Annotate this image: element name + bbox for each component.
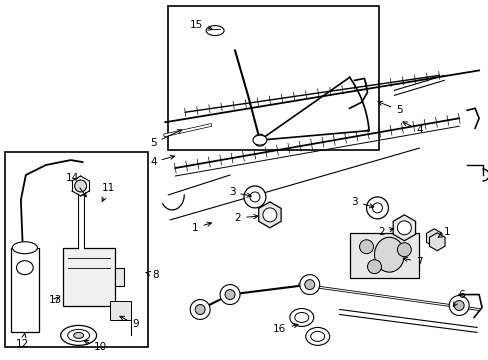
Text: 15: 15 xyxy=(189,19,212,30)
Ellipse shape xyxy=(206,26,224,36)
Ellipse shape xyxy=(374,237,404,272)
Ellipse shape xyxy=(61,325,96,345)
Circle shape xyxy=(224,289,235,300)
Text: 4: 4 xyxy=(402,122,422,135)
Circle shape xyxy=(190,300,210,319)
Circle shape xyxy=(453,301,463,310)
Circle shape xyxy=(366,197,387,219)
Bar xyxy=(109,301,131,320)
Text: 5: 5 xyxy=(377,102,402,115)
Text: 4: 4 xyxy=(150,155,174,167)
Text: 2: 2 xyxy=(377,227,393,237)
Text: 13: 13 xyxy=(49,294,62,305)
Text: 3: 3 xyxy=(228,187,251,197)
Ellipse shape xyxy=(294,312,308,323)
Text: 8: 8 xyxy=(146,270,158,280)
Circle shape xyxy=(304,280,314,289)
Text: 9: 9 xyxy=(120,316,139,329)
Ellipse shape xyxy=(67,329,89,341)
Text: 10: 10 xyxy=(84,341,107,352)
Text: 12: 12 xyxy=(16,333,29,349)
Bar xyxy=(11,248,39,332)
Circle shape xyxy=(397,243,410,257)
Text: 1: 1 xyxy=(437,227,449,237)
Circle shape xyxy=(249,192,260,202)
Text: 5: 5 xyxy=(150,130,182,148)
Ellipse shape xyxy=(310,332,324,341)
Text: 2: 2 xyxy=(234,213,258,223)
Text: 14: 14 xyxy=(66,173,86,197)
Ellipse shape xyxy=(74,332,83,338)
Bar xyxy=(349,233,419,278)
Circle shape xyxy=(244,186,265,208)
Ellipse shape xyxy=(12,242,37,254)
Bar xyxy=(114,268,124,285)
Circle shape xyxy=(397,221,410,235)
Circle shape xyxy=(220,285,240,305)
Circle shape xyxy=(253,134,265,146)
Ellipse shape xyxy=(252,135,266,145)
Text: 16: 16 xyxy=(273,324,298,334)
Bar xyxy=(5,152,148,347)
Circle shape xyxy=(195,305,205,315)
Text: 1: 1 xyxy=(191,222,211,233)
Ellipse shape xyxy=(289,309,313,327)
Circle shape xyxy=(367,260,381,274)
Circle shape xyxy=(263,208,276,222)
Bar xyxy=(168,6,379,150)
Text: 11: 11 xyxy=(102,183,115,201)
Circle shape xyxy=(359,240,373,254)
Circle shape xyxy=(299,275,319,294)
Ellipse shape xyxy=(17,261,33,275)
Circle shape xyxy=(448,296,468,315)
Text: 6: 6 xyxy=(452,289,464,306)
Ellipse shape xyxy=(305,328,329,345)
Text: 3: 3 xyxy=(350,197,373,208)
Circle shape xyxy=(75,180,86,192)
Bar xyxy=(62,248,114,306)
Text: 7: 7 xyxy=(403,257,422,267)
Circle shape xyxy=(372,203,382,213)
